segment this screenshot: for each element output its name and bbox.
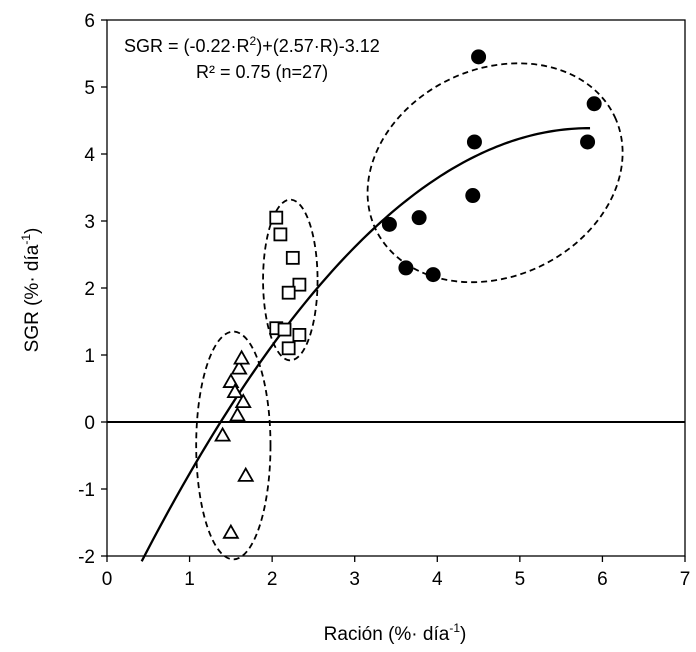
y-tick-label: -1 [78, 480, 95, 501]
y-tick-label: 3 [84, 212, 95, 233]
circle-point [381, 216, 397, 232]
square-point [273, 227, 288, 242]
plot-area [106, 19, 686, 562]
y-tick-label: 2 [84, 279, 95, 300]
x-axis-ticks: 0 1 2 3 4 5 6 7 [102, 556, 691, 590]
x-tick-label: 3 [349, 569, 360, 590]
circle-point [425, 267, 441, 283]
triangle-point [214, 426, 232, 442]
triangle-point [234, 393, 252, 409]
y-tick-label: 6 [84, 11, 95, 32]
triangle-point [222, 372, 240, 388]
square-point [277, 322, 292, 337]
square-point [281, 285, 296, 300]
triangle-point [228, 406, 247, 422]
triangle-point [230, 359, 248, 375]
cluster-ellipse [195, 330, 272, 561]
square-point [292, 327, 307, 342]
square-point [269, 210, 284, 225]
x-tick-label: 7 [680, 569, 691, 590]
data-points [214, 49, 602, 539]
triangle-point [222, 523, 240, 539]
x-tick-label: 2 [267, 569, 278, 590]
circle-point [471, 49, 487, 65]
x-axis-label: Ración (%· día-1) [324, 621, 467, 645]
x-tick-label: 6 [597, 569, 608, 590]
equation-line2: R² = 0.75 (n=27) [196, 62, 328, 82]
triangle-point [237, 466, 255, 482]
x-tick-label: 1 [184, 569, 195, 590]
x-tick-label: 0 [102, 569, 113, 590]
cluster-ellipse [262, 198, 319, 362]
square-point [292, 277, 307, 292]
cluster-ellipse [366, 62, 624, 284]
triangle-point [233, 349, 251, 365]
y-tick-label: 0 [84, 413, 95, 434]
x-tick-label: 4 [432, 569, 443, 590]
equation-line1: SGR = (-0.22·R2)+(2.57·R)-3.12 [124, 34, 380, 56]
y-tick-label: 5 [84, 78, 95, 99]
circle-point [580, 134, 596, 150]
y-tick-label: -2 [78, 547, 95, 568]
y-axis-label: SGR (%· día-1) [19, 228, 43, 353]
circle-point [465, 188, 481, 204]
circle-point [398, 260, 414, 276]
circle-point [411, 210, 427, 226]
y-tick-label: 4 [84, 145, 95, 166]
square-point [285, 250, 300, 265]
y-tick-label: 1 [84, 346, 95, 367]
y-axis-ticks: -2 -1 0 1 2 3 4 5 6 [78, 11, 107, 568]
circle-point [466, 134, 482, 150]
triangle-point [226, 383, 244, 399]
fit-curve [140, 127, 591, 562]
x-tick-label: 5 [515, 569, 526, 590]
circle-point [586, 96, 602, 112]
square-point [281, 341, 296, 356]
